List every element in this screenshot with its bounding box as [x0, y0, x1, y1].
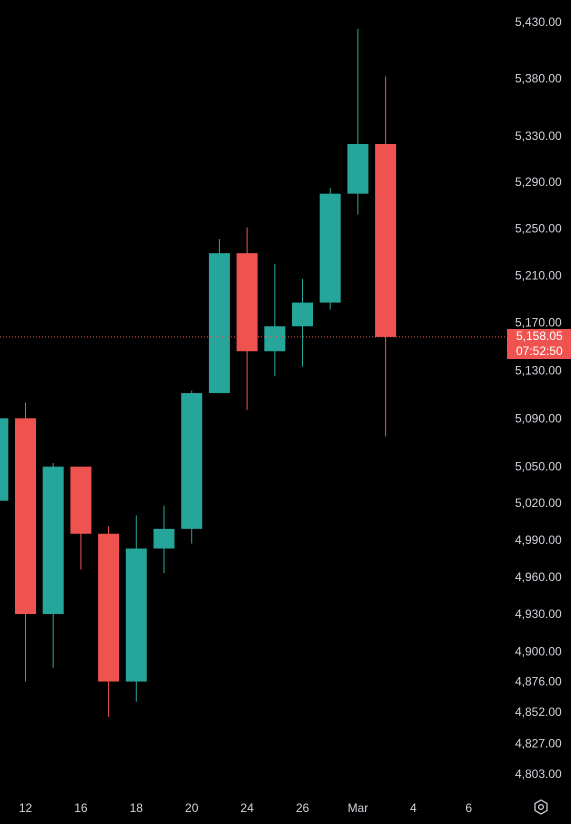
y-tick-label: 5,050.00 [515, 460, 562, 474]
x-tick-label: 4 [410, 801, 417, 815]
candle-body-up [208, 253, 230, 394]
candle-body-up [264, 326, 286, 352]
x-tick-label: 20 [185, 801, 199, 815]
y-tick-label: 4,803.00 [515, 767, 562, 781]
candles-layer [0, 28, 397, 717]
candle[interactable] [42, 463, 64, 668]
y-tick-label: 5,250.00 [515, 222, 562, 236]
candle-body-down [15, 418, 36, 615]
candle[interactable] [264, 263, 286, 377]
y-tick-label: 4,990.00 [515, 533, 562, 547]
candle[interactable] [375, 76, 397, 437]
bar-countdown: 07:52:50 [516, 343, 563, 358]
candle-body-up [0, 418, 9, 501]
y-tick-label: 5,210.00 [515, 268, 562, 282]
y-tick-label: 5,130.00 [515, 363, 562, 377]
candle[interactable] [153, 505, 175, 574]
y-tick-label: 5,430.00 [515, 15, 562, 29]
candle[interactable] [292, 279, 313, 367]
candle[interactable] [125, 515, 147, 702]
last-price-badge: 5,158.05 07:52:50 [507, 328, 571, 359]
x-tick-label: 12 [19, 801, 33, 815]
candle[interactable] [236, 227, 258, 410]
candle-body-down [236, 253, 258, 352]
candle[interactable] [347, 28, 369, 215]
axis-settings-button[interactable] [532, 798, 550, 816]
candle[interactable] [208, 239, 230, 394]
x-tick-label: Mar [348, 801, 369, 815]
candle[interactable] [70, 466, 92, 570]
x-tick-label: 6 [465, 801, 472, 815]
y-tick-label: 4,876.00 [515, 675, 562, 689]
y-tick-label: 5,170.00 [515, 316, 562, 330]
candle[interactable] [98, 526, 120, 717]
candle-body-up [125, 548, 147, 682]
candle[interactable] [181, 390, 203, 544]
y-tick-label: 5,020.00 [515, 496, 562, 510]
candle-body-down [98, 533, 120, 682]
x-tick-label: 24 [240, 801, 254, 815]
price-axis[interactable]: 5,430.00 5,380.00 5,330.00 5,290.00 5,250.00… [515, 15, 562, 781]
y-tick-label: 5,330.00 [515, 129, 562, 143]
candle-body-up [42, 466, 64, 615]
y-tick-label: 5,380.00 [515, 72, 562, 86]
y-tick-label: 4,852.00 [515, 705, 562, 719]
y-tick-label: 5,090.00 [515, 411, 562, 425]
last-price-value: 5,158.05 [516, 328, 563, 343]
x-tick-label: 26 [296, 801, 310, 815]
candle-body-down [70, 466, 92, 534]
y-tick-label: 4,900.00 [515, 644, 562, 658]
time-axis[interactable]: 12 16 18 20 24 26 Mar 4 6 [19, 801, 473, 815]
candle-body-up [347, 143, 369, 194]
candle[interactable] [319, 187, 341, 310]
candle-body-up [319, 193, 341, 303]
candle-body-up [153, 528, 175, 549]
candle-body-up [181, 393, 203, 529]
y-tick-label: 4,960.00 [515, 570, 562, 584]
candle[interactable] [15, 402, 36, 682]
y-tick-label: 4,930.00 [515, 607, 562, 621]
candle[interactable] [0, 418, 9, 501]
x-tick-label: 18 [130, 801, 144, 815]
y-tick-label: 4,827.00 [515, 736, 562, 750]
candle-body-up [292, 302, 313, 327]
candle-body-down [375, 143, 397, 337]
y-tick-label: 5,290.00 [515, 175, 562, 189]
x-tick-label: 16 [74, 801, 88, 815]
settings-icon [534, 799, 548, 815]
